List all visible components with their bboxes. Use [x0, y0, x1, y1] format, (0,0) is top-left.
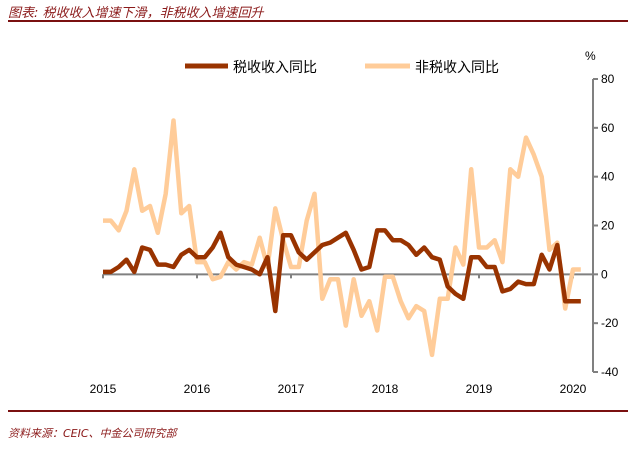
legend-label-nontax: 非税收入同比 [415, 60, 499, 76]
y-tick-label: 60 [601, 121, 615, 135]
title-divider [8, 20, 628, 22]
source-note: 资料来源：CEIC、中金公司研究部 [8, 427, 177, 440]
x-tick-label: 2017 [278, 382, 305, 396]
x-tick-label: 2019 [466, 382, 493, 396]
series-line-nontax [103, 118, 581, 358]
y-axis-unit: % [585, 49, 596, 63]
figure-title: 图表: 税收收入增速下滑，非税收入增速回升 [8, 6, 264, 21]
x-tick-label: 2018 [372, 382, 399, 396]
footer-divider [8, 410, 628, 412]
y-tick-label: -20 [601, 316, 619, 330]
y-tick-label: -40 [601, 365, 619, 379]
series-line-tax [103, 228, 581, 314]
legend-label-tax: 税收收入同比 [233, 60, 317, 76]
y-tick-label: 80 [601, 72, 615, 86]
y-tick-label: 0 [601, 267, 608, 281]
y-tick-label: 20 [601, 219, 615, 233]
x-tick-label: 2020 [560, 382, 587, 396]
x-tick-label: 2016 [184, 382, 211, 396]
y-tick-label: 40 [601, 170, 615, 184]
legend: 税收收入同比 非税收入同比 [185, 60, 499, 76]
x-tick-label: 2015 [90, 382, 117, 396]
